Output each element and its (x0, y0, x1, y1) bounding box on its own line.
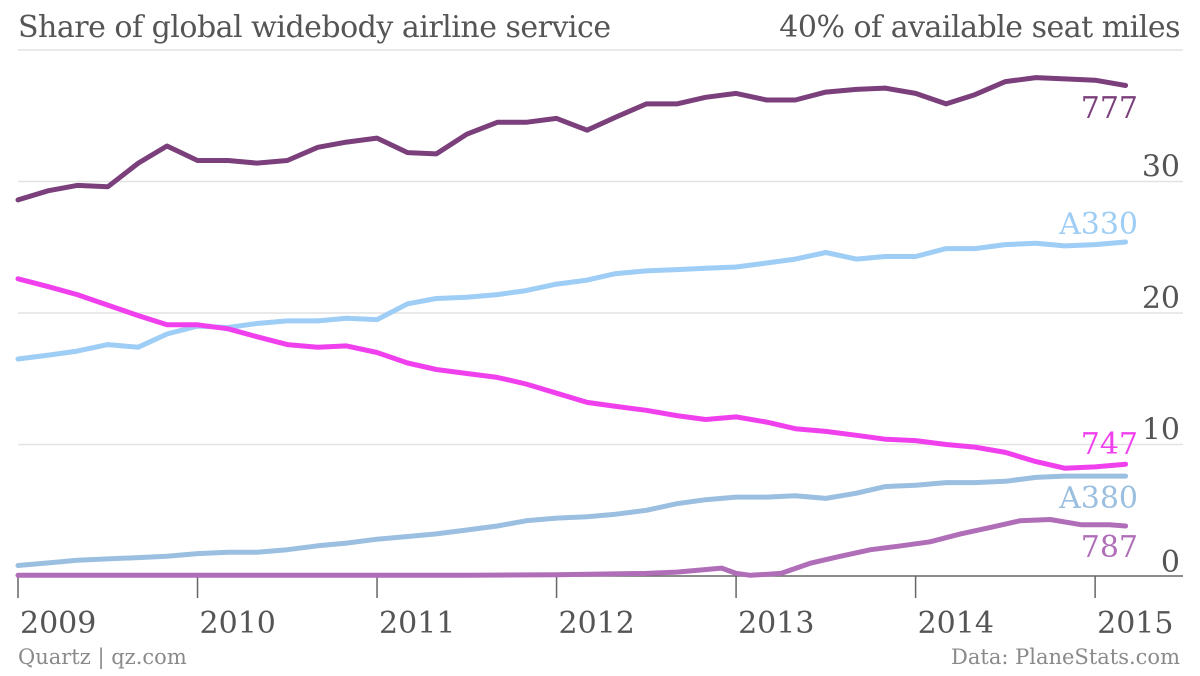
series-line-777 (15, 75, 1129, 203)
series-label-a330: A330 (1058, 207, 1138, 242)
y-tick-label-10: 10 (1142, 413, 1180, 448)
series-line-787 (15, 517, 1129, 578)
series-label-a380: A380 (1058, 481, 1138, 516)
x-tick-label-2013: 2013 (738, 606, 814, 641)
series-line-747 (15, 276, 1129, 471)
series-label-747: 747 (1081, 427, 1138, 462)
y-tick-label-30: 30 (1142, 150, 1180, 185)
footer-source: Data: PlaneStats.com (951, 645, 1180, 669)
y-tick-label-0: 0 (1161, 545, 1180, 580)
series-line-a330 (15, 239, 1129, 362)
x-tick-label-2012: 2012 (559, 606, 635, 641)
y-tick-labels: 10 20 30 0 (1142, 150, 1180, 581)
footer-credit: Quartz | qz.com (18, 645, 187, 669)
x-tick-label-2014: 2014 (918, 606, 994, 641)
series-lines (15, 75, 1129, 578)
x-axis: 2009 2010 2011 2012 2013 2014 2015 (17, 575, 1183, 641)
series-line-a380 (15, 473, 1129, 568)
gridlines (18, 49, 1183, 446)
y-axis-label: 40% of available seat miles (779, 10, 1180, 45)
series-label-787: 787 (1081, 530, 1138, 565)
x-tick-label-2015: 2015 (1097, 606, 1173, 641)
series-label-777: 777 (1081, 91, 1138, 126)
series-labels: 777 A330 747 A380 787 (1058, 91, 1138, 565)
x-tick-label-2011: 2011 (379, 606, 455, 641)
x-tick-label-2009: 2009 (20, 606, 96, 641)
chart-title: Share of global widebody airline service (18, 10, 611, 45)
x-tick-label-2010: 2010 (200, 606, 276, 641)
y-tick-label-20: 20 (1142, 281, 1180, 316)
